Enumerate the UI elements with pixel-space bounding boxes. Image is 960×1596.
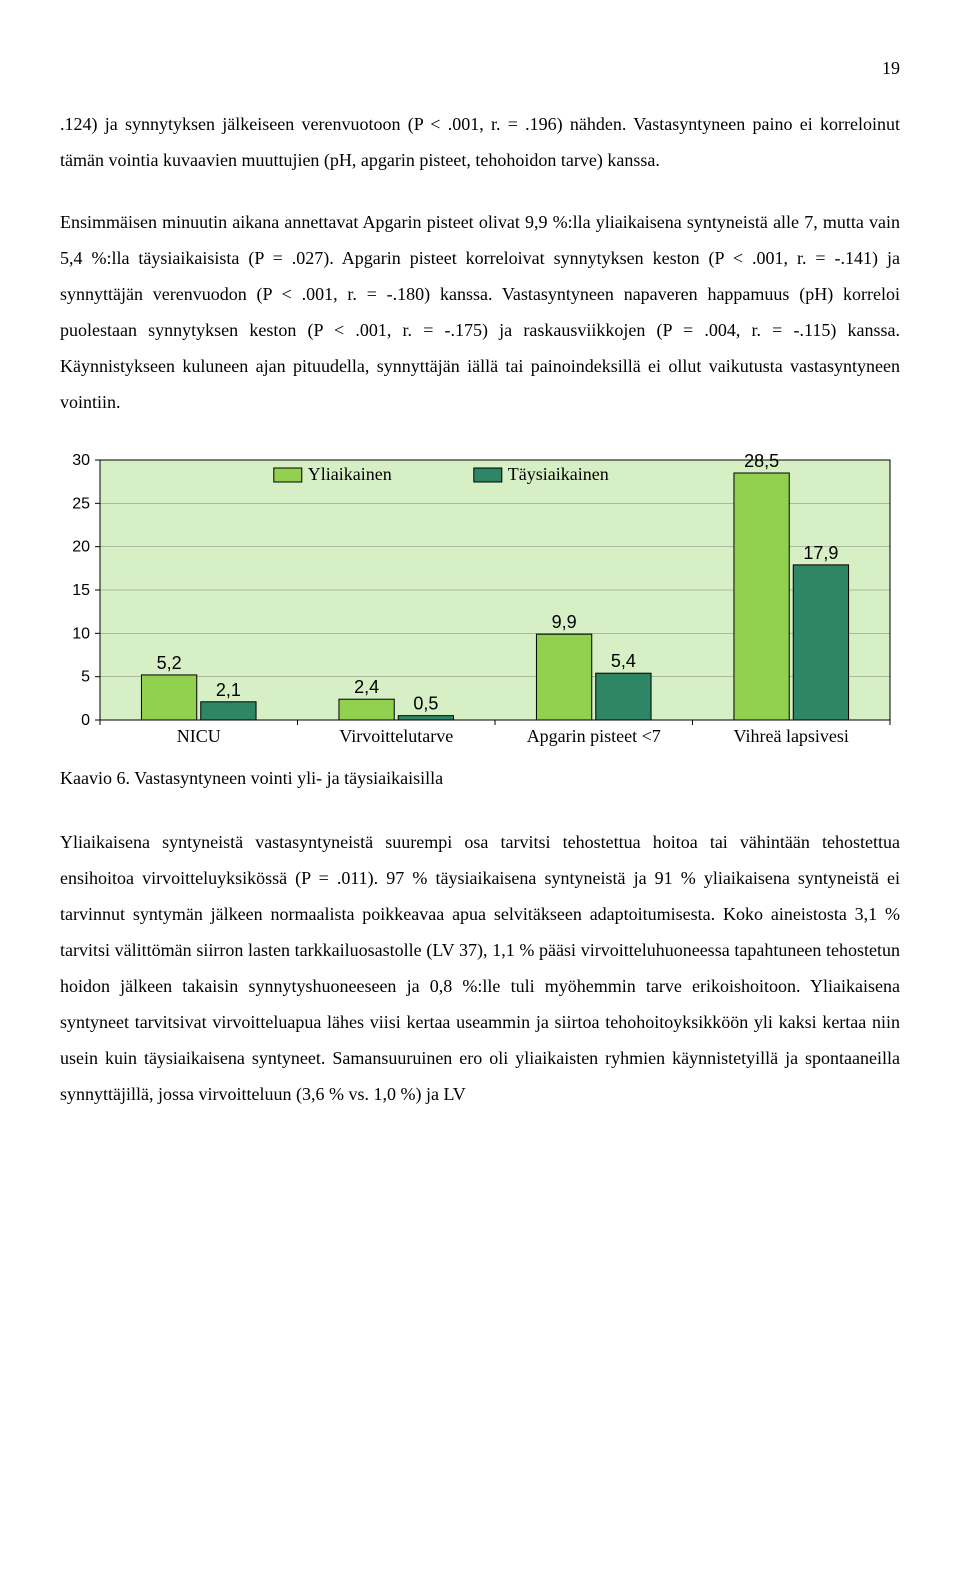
svg-text:Yliaikainen: Yliaikainen [308,464,392,484]
svg-text:5,4: 5,4 [611,651,636,671]
svg-text:Vihreä lapsivesi: Vihreä lapsivesi [734,726,849,746]
svg-text:NICU: NICU [177,726,221,746]
svg-text:5: 5 [81,669,90,686]
svg-text:Täysiaikainen: Täysiaikainen [508,464,609,484]
svg-text:2,4: 2,4 [354,677,379,697]
svg-text:10: 10 [72,625,90,642]
page-number: 19 [60,50,900,86]
svg-text:25: 25 [72,495,90,512]
svg-text:2,1: 2,1 [216,680,241,700]
paragraph-1: .124) ja synnytyksen jälkeiseen verenvuo… [60,106,900,178]
chart-svg: 0 5 10 15 20 25 30 5,2 2,1 NICU 2,4 0,5 Virvoittelut… [60,450,900,750]
svg-text:0,5: 0,5 [413,694,438,714]
svg-text:28,5: 28,5 [744,451,779,471]
svg-text:0: 0 [81,712,90,729]
svg-text:Virvoittelutarve: Virvoittelutarve [339,726,453,746]
svg-text:Apgarin pisteet <7: Apgarin pisteet <7 [527,726,661,746]
svg-text:5,2: 5,2 [157,653,182,673]
svg-text:30: 30 [72,452,90,469]
paragraph-2: Ensimmäisen minuutin aikana annettavat A… [60,204,900,420]
bar-chart: 0 5 10 15 20 25 30 5,2 2,1 NICU 2,4 0,5 Virvoittelut… [60,450,900,750]
chart-caption: Kaavio 6. Vastasyntyneen vointi yli- ja … [60,760,900,796]
svg-text:17,9: 17,9 [803,543,838,563]
svg-text:15: 15 [72,582,90,599]
svg-text:9,9: 9,9 [552,612,577,632]
paragraph-3: Yliaikaisena syntyneistä vastasyntyneist… [60,824,900,1112]
svg-text:20: 20 [72,539,90,556]
